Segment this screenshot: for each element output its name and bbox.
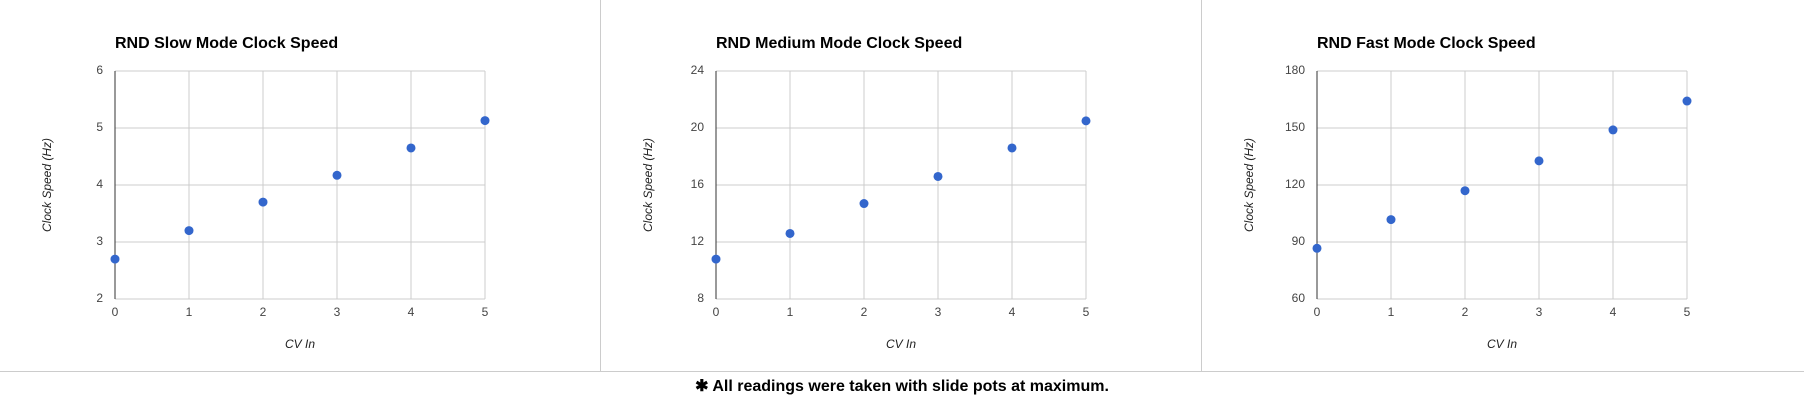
x-axis-title: CV In — [1487, 337, 1517, 351]
point — [1682, 96, 1692, 106]
point — [785, 228, 795, 238]
y-axis-title: Clock Speed (Hz) — [40, 138, 54, 232]
y-tick-label: 2 — [96, 291, 103, 305]
y-tick-label: 6 — [96, 63, 103, 77]
y-tick-label: 4 — [96, 177, 103, 191]
point — [258, 197, 268, 207]
chart-title: RND Slow Mode Clock Speed — [115, 35, 338, 52]
x-tick-label: 1 — [1388, 305, 1395, 319]
y-tick-label: 150 — [1285, 120, 1305, 134]
y-tick-label: 90 — [1292, 234, 1306, 248]
x-tick-label: 4 — [1610, 305, 1617, 319]
x-tick-label: 1 — [787, 305, 794, 319]
point — [184, 226, 194, 236]
x-tick-label: 4 — [1009, 305, 1016, 319]
y-axis-title: Clock Speed (Hz) — [1242, 138, 1256, 232]
point — [933, 171, 943, 181]
point — [1386, 215, 1396, 225]
point — [1312, 243, 1322, 253]
footnote: ✱ All readings were taken with slide pot… — [695, 378, 1109, 395]
point — [1081, 116, 1091, 126]
x-tick-label: 3 — [334, 305, 341, 319]
y-tick-label: 16 — [691, 177, 705, 191]
point — [859, 199, 869, 209]
x-tick-label: 4 — [408, 305, 415, 319]
x-axis-title: CV In — [285, 337, 315, 351]
y-tick-label: 8 — [697, 291, 704, 305]
y-tick-label: 60 — [1292, 291, 1306, 305]
x-tick-label: 3 — [1536, 305, 1543, 319]
x-tick-label: 0 — [112, 305, 119, 319]
y-tick-label: 20 — [691, 120, 705, 134]
point — [332, 170, 342, 180]
y-tick-label: 180 — [1285, 63, 1305, 77]
x-tick-label: 0 — [713, 305, 720, 319]
y-tick-label: 12 — [691, 234, 705, 248]
chart-title: RND Fast Mode Clock Speed — [1317, 35, 1536, 52]
y-axis-title: Clock Speed (Hz) — [641, 138, 655, 232]
point — [1608, 125, 1618, 135]
x-tick-label: 0 — [1314, 305, 1321, 319]
x-tick-label: 3 — [935, 305, 942, 319]
chart-title: RND Medium Mode Clock Speed — [716, 35, 962, 52]
point — [110, 254, 120, 264]
point — [480, 116, 490, 126]
point — [1460, 186, 1470, 196]
point — [406, 143, 416, 153]
y-tick-label: 120 — [1285, 177, 1305, 191]
point — [1007, 143, 1017, 153]
x-tick-label: 5 — [1684, 305, 1691, 319]
x-tick-label: 2 — [1462, 305, 1469, 319]
x-tick-label: 1 — [186, 305, 193, 319]
y-tick-label: 24 — [691, 63, 705, 77]
x-tick-label: 2 — [260, 305, 267, 319]
point — [1534, 156, 1544, 166]
x-tick-label: 2 — [861, 305, 868, 319]
y-tick-label: 5 — [96, 120, 103, 134]
point — [711, 254, 721, 264]
y-tick-label: 3 — [96, 234, 103, 248]
x-tick-label: 5 — [1083, 305, 1090, 319]
x-axis-title: CV In — [886, 337, 916, 351]
x-tick-label: 5 — [482, 305, 489, 319]
